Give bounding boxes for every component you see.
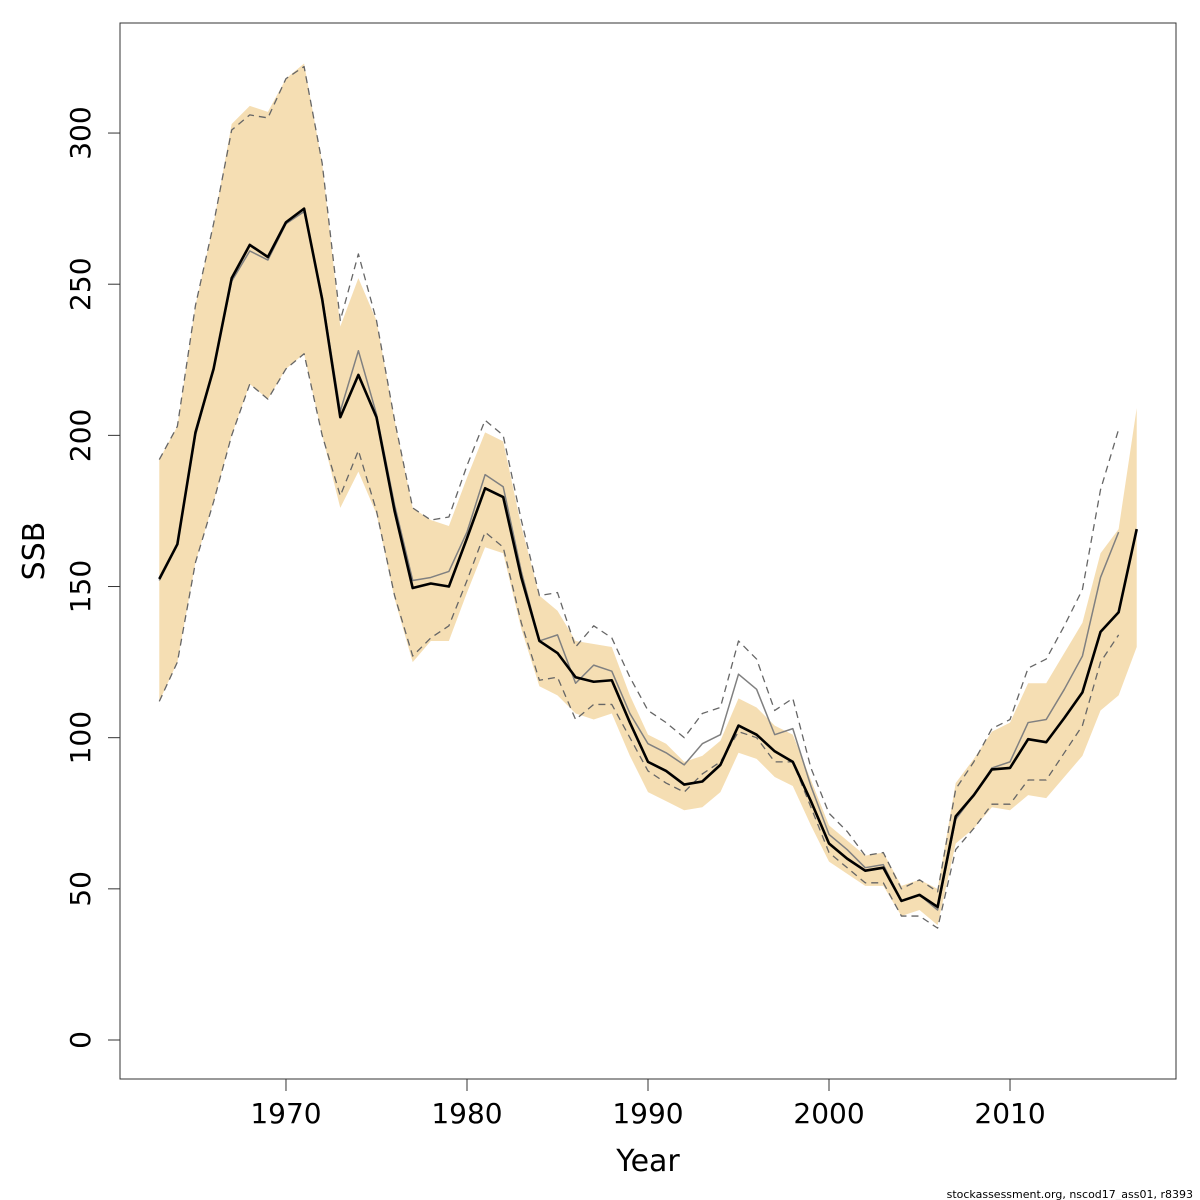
y-tick-label: 100 bbox=[64, 711, 97, 764]
y-axis-label: SSB bbox=[17, 522, 52, 581]
x-tick-label: 1980 bbox=[431, 1097, 502, 1130]
x-axis-label: Year bbox=[615, 1144, 680, 1179]
x-tick-label: 1970 bbox=[250, 1097, 321, 1130]
y-tick-label: 0 bbox=[64, 1031, 97, 1049]
series-line bbox=[158, 65, 1120, 893]
y-tick-label: 150 bbox=[64, 560, 97, 613]
x-tick-label: 2010 bbox=[974, 1097, 1045, 1130]
footnote: stockassessment.org, nscod17_ass01, r839… bbox=[947, 1188, 1193, 1200]
x-tick-label: 1990 bbox=[612, 1097, 683, 1130]
y-tick-label: 200 bbox=[64, 409, 97, 462]
x-tick-label: 2000 bbox=[793, 1097, 864, 1130]
y-tick-label: 250 bbox=[64, 257, 97, 310]
y-tick-label: 50 bbox=[64, 871, 97, 907]
series-line bbox=[158, 207, 1138, 909]
series-line bbox=[158, 353, 1120, 929]
confidence-band bbox=[159, 63, 1137, 926]
y-tick-label: 300 bbox=[64, 106, 97, 159]
